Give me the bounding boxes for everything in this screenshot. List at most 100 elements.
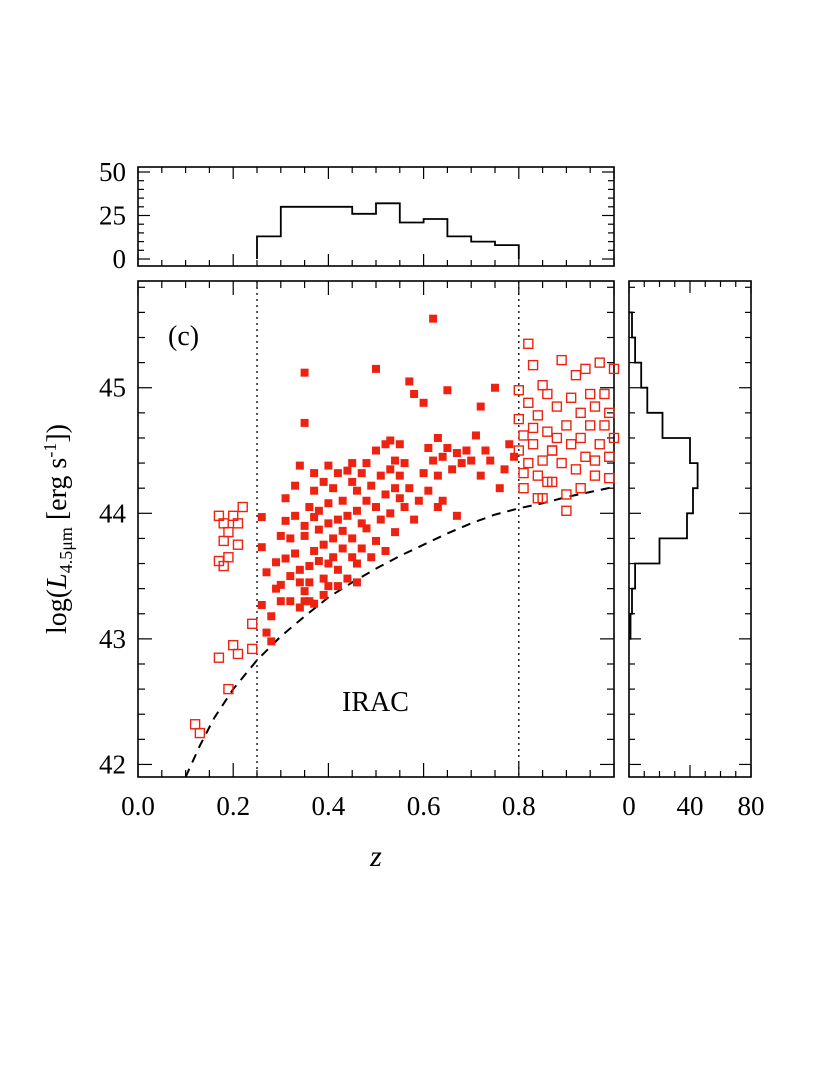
filled-point <box>300 418 309 427</box>
filled-point <box>476 402 485 411</box>
open-point <box>523 457 534 469</box>
filled-point <box>481 446 490 455</box>
filled-point <box>348 553 357 562</box>
filled-point <box>276 531 285 540</box>
filled-point <box>338 526 347 535</box>
open-point <box>247 618 258 630</box>
open-point <box>218 535 229 547</box>
right-histogram-panel: 0 40 80 <box>622 280 765 821</box>
filled-point <box>300 368 309 377</box>
open-point <box>223 526 234 538</box>
flux-limit-curve <box>184 485 615 778</box>
filled-point <box>395 471 404 480</box>
filled-point <box>348 459 357 468</box>
filled-point <box>419 398 428 407</box>
filled-point <box>329 484 338 493</box>
filled-point <box>424 444 433 453</box>
filled-point <box>491 383 499 392</box>
open-point <box>556 354 567 366</box>
open-point <box>523 397 534 409</box>
y-tick-labels: 42 43 44 45 <box>99 373 127 780</box>
open-point <box>575 432 586 444</box>
open-point <box>513 413 524 425</box>
open-point <box>527 422 539 434</box>
filled-point <box>310 599 319 608</box>
open-point <box>527 439 539 450</box>
open-point <box>513 385 524 396</box>
open-point <box>537 380 548 391</box>
filled-point <box>257 513 266 522</box>
open-point <box>223 683 234 695</box>
filled-point <box>400 503 409 512</box>
filled-point <box>443 444 452 453</box>
filled-point <box>476 471 485 480</box>
filled-point <box>319 574 328 583</box>
filled-point <box>343 574 352 583</box>
top-histogram-tick-labels: 50 25 0 <box>99 157 126 274</box>
open-point <box>232 539 244 550</box>
filled-point <box>405 484 414 493</box>
open-point <box>537 455 548 466</box>
filled-point <box>333 469 342 478</box>
filled-point <box>324 461 333 470</box>
open-point <box>556 457 567 469</box>
filled-point <box>452 511 461 520</box>
filled-point <box>333 565 342 574</box>
filled-point <box>300 531 309 540</box>
filled-point <box>314 557 323 566</box>
right-histogram-frame <box>628 280 752 778</box>
open-point <box>589 455 601 466</box>
filled-point <box>391 528 400 537</box>
filled-point <box>471 431 480 440</box>
filled-point <box>352 578 361 587</box>
filled-point <box>281 516 290 525</box>
filled-point <box>267 612 276 621</box>
x-tick-label: 0.0 <box>121 791 155 821</box>
filled-point <box>386 509 395 518</box>
filled-point <box>357 519 366 528</box>
panel-label: (c) <box>168 321 199 352</box>
open-point <box>232 648 244 660</box>
filled-point <box>381 546 390 555</box>
filled-point <box>314 506 323 515</box>
y-axis-title-subscript: 4.5μm <box>56 527 76 573</box>
filled-point <box>310 513 319 522</box>
filled-point <box>276 597 285 606</box>
filled-marker-series <box>257 314 519 646</box>
filled-point <box>462 446 471 455</box>
open-point <box>589 470 601 481</box>
filled-point <box>352 559 361 568</box>
filled-point <box>429 456 438 465</box>
irac-annotation: IRAC <box>342 687 409 718</box>
open-point <box>599 388 610 400</box>
filled-point <box>433 471 442 480</box>
open-point <box>532 470 544 481</box>
open-point <box>232 518 244 529</box>
filled-point <box>386 465 395 474</box>
filled-point <box>300 597 309 606</box>
open-point <box>604 451 615 462</box>
open-point <box>542 426 553 437</box>
right-hist-x-label: 80 <box>738 791 765 821</box>
open-point <box>608 432 620 444</box>
filled-point <box>291 549 300 558</box>
filled-point <box>324 499 333 508</box>
filled-point <box>386 436 395 445</box>
filled-point <box>324 559 333 568</box>
open-point <box>542 476 553 488</box>
open-point <box>527 359 539 371</box>
filled-point <box>262 628 271 637</box>
y-axis-title-symbol: L <box>42 573 73 590</box>
filled-point <box>310 486 319 495</box>
filled-point <box>281 554 290 563</box>
filled-point <box>500 465 509 474</box>
filled-point <box>300 587 309 596</box>
filled-point <box>314 525 323 534</box>
y-tick-label: 43 <box>99 624 126 654</box>
open-point <box>594 357 605 368</box>
filled-point <box>376 515 385 524</box>
filled-point <box>295 461 304 470</box>
x-tick-label: 0.8 <box>502 791 536 821</box>
filled-point <box>362 496 371 505</box>
filled-point <box>276 580 285 589</box>
